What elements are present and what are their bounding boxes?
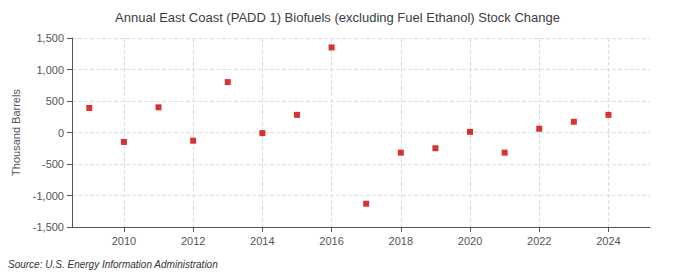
svg-text:0: 0 xyxy=(58,127,64,139)
svg-text:2020: 2020 xyxy=(458,235,482,247)
svg-text:-1,500: -1,500 xyxy=(33,221,64,233)
svg-text:1,500: 1,500 xyxy=(36,32,64,44)
svg-text:Annual East Coast (PADD 1) Bio: Annual East Coast (PADD 1) Biofuels (exc… xyxy=(115,10,560,25)
svg-text:2024: 2024 xyxy=(596,235,620,247)
svg-text:2014: 2014 xyxy=(250,235,274,247)
svg-text:500: 500 xyxy=(46,95,64,107)
svg-text:Source: U.S. Energy Informatio: Source: U.S. Energy Information Administ… xyxy=(8,259,218,270)
svg-text:2012: 2012 xyxy=(181,235,205,247)
svg-text:-500: -500 xyxy=(42,158,64,170)
svg-text:2018: 2018 xyxy=(389,235,413,247)
svg-text:1,000: 1,000 xyxy=(36,64,64,76)
svg-text:2010: 2010 xyxy=(112,235,136,247)
svg-text:-1,000: -1,000 xyxy=(33,190,64,202)
svg-text:Thousand Barrels: Thousand Barrels xyxy=(10,89,22,176)
svg-text:2022: 2022 xyxy=(527,235,551,247)
svg-text:2016: 2016 xyxy=(319,235,343,247)
